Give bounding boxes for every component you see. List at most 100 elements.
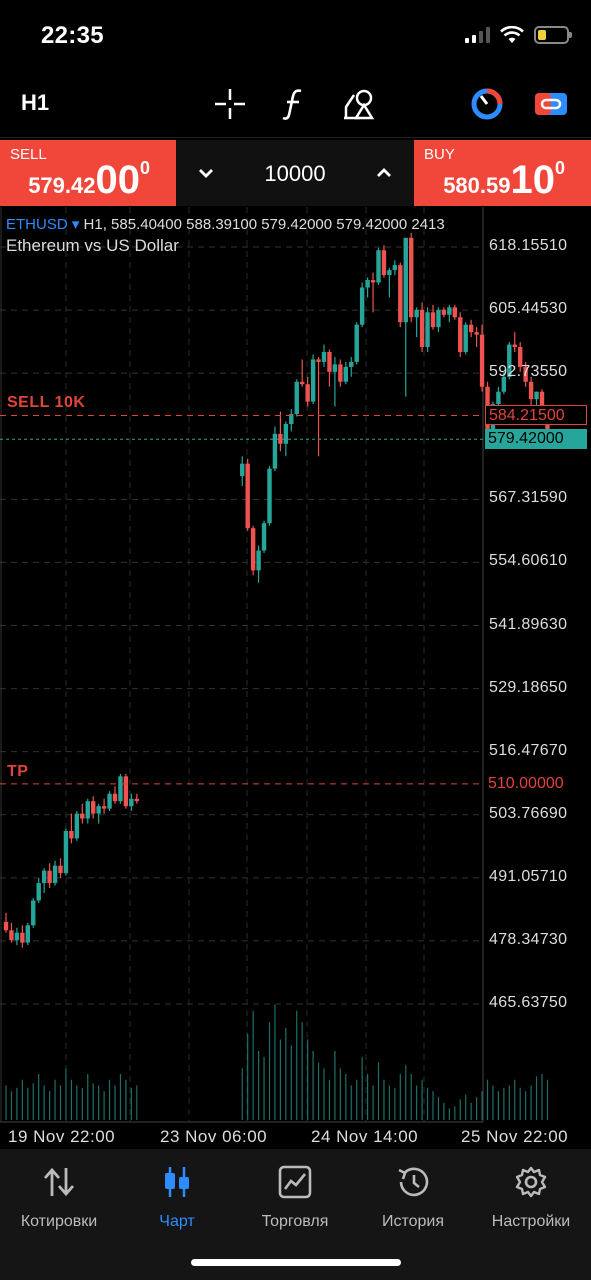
candle-body — [479, 334, 485, 387]
trade-chart-icon — [278, 1165, 312, 1199]
candle-body — [534, 391, 539, 400]
candle-body — [321, 352, 327, 362]
bottom-navigation: Котировки Чарт Торговля История Настройк… — [0, 1149, 591, 1280]
candle-body — [441, 309, 447, 315]
candle-body — [392, 265, 398, 271]
buy-price-main: 580.59 — [443, 173, 511, 198]
candle-body — [96, 806, 101, 814]
candle-body — [474, 332, 479, 335]
y-axis-tick-label: 491.05710 — [489, 867, 568, 885]
candle-body — [107, 793, 112, 809]
price-level-label[interactable]: TP — [7, 762, 29, 780]
sell-price-pips: 00 — [95, 158, 140, 202]
chart-toolbar: H1 — [0, 72, 591, 138]
candle-body — [523, 366, 528, 382]
x-axis-tick-label: 25 Nov 22:00 — [461, 1127, 569, 1146]
candle-body — [430, 312, 436, 328]
candle-body — [463, 324, 468, 353]
nav-quotes[interactable]: Котировки — [0, 1161, 118, 1231]
y-axis-tick-label: 618.15510 — [489, 237, 568, 254]
candle-body — [539, 391, 545, 415]
candle-body — [419, 309, 425, 348]
candle-body — [332, 364, 338, 372]
ohlc-readout: H1, 585.40400 588.39100 579.42000 579.42… — [83, 216, 445, 233]
candle-body — [14, 932, 20, 941]
candle-body — [512, 344, 517, 348]
candle-body — [85, 801, 90, 819]
candle-body — [436, 309, 441, 328]
candle-body — [123, 776, 129, 807]
sell-button[interactable]: SELL 579.42 00 0 — [0, 140, 176, 206]
volume-increase-button[interactable] — [372, 158, 396, 188]
candle-body — [447, 307, 452, 315]
candle-body — [74, 813, 80, 839]
function-icon[interactable] — [276, 86, 312, 122]
timeframe-selector[interactable]: H1 — [21, 90, 50, 115]
nav-trade[interactable]: Торговля — [236, 1161, 354, 1231]
candle-body — [425, 312, 430, 348]
chart-candles-icon — [165, 1167, 189, 1197]
candle-body — [403, 237, 408, 323]
candle-body — [41, 870, 47, 884]
cellular-signal-icon — [465, 27, 490, 43]
volume-decrease-button[interactable] — [194, 158, 218, 188]
candle-body — [359, 287, 365, 325]
buy-button[interactable]: BUY 580.59 10 0 — [414, 140, 591, 206]
candle-body — [20, 932, 25, 943]
candle-body — [101, 806, 107, 809]
volume-control: 10000 — [176, 140, 414, 206]
y-axis-tick-label: 592.73550 — [489, 363, 568, 381]
symbol-name[interactable]: ETHUSD — [6, 216, 68, 233]
y-axis-tick-label: 516.47670 — [489, 741, 568, 759]
candle-body — [289, 414, 294, 424]
y-axis-tick-label: 529.18650 — [489, 678, 568, 696]
candle-body — [458, 317, 463, 353]
status-icons — [465, 26, 572, 44]
y-axis-tick-label: 605.44530 — [489, 300, 568, 318]
nav-settings[interactable]: Настройки — [472, 1161, 590, 1231]
candle-body — [47, 870, 52, 884]
candle-body — [112, 793, 118, 802]
candle-body — [518, 347, 523, 367]
status-bar: 22:35 — [0, 0, 591, 72]
candle-body — [245, 463, 250, 529]
candle-body — [316, 359, 321, 362]
candle-body — [134, 798, 139, 802]
y-axis-tick-label: 554.60610 — [489, 552, 568, 570]
buy-price-pips: 10 — [510, 158, 555, 202]
candle-body — [387, 270, 392, 276]
candle-body — [58, 865, 63, 874]
candle-body — [305, 384, 310, 402]
candle-body — [365, 280, 370, 288]
chart-canvas[interactable] — [0, 207, 591, 1147]
one-click-trade-panel: SELL 579.42 00 0 10000 BUY 580.59 10 0 — [0, 140, 591, 206]
x-axis-tick-label: 23 Nov 06:00 — [160, 1127, 268, 1146]
candle-body — [414, 309, 419, 318]
nav-chart-label: Чарт — [159, 1213, 195, 1230]
nav-chart[interactable]: Чарт — [118, 1161, 236, 1231]
price-chart[interactable]: ETHUSD ▾ H1, 585.40400 588.39100 579.420… — [0, 207, 591, 1147]
trade-toggle-icon[interactable] — [533, 86, 569, 122]
candle-body — [507, 344, 512, 377]
price-level-tag: 584.21500 — [485, 405, 587, 426]
candle-body — [338, 364, 343, 382]
price-level-label[interactable]: SELL 10K — [7, 394, 86, 412]
nav-history[interactable]: История — [354, 1161, 472, 1231]
candle-body — [261, 523, 267, 551]
candle-body — [52, 865, 58, 884]
crosshair-icon[interactable] — [212, 86, 248, 122]
candle-body — [452, 307, 457, 318]
one-click-trading-icon[interactable] — [469, 86, 505, 122]
candle-body — [31, 900, 36, 926]
buy-price-fraction: 0 — [554, 158, 565, 178]
x-axis-tick-label: 24 Nov 14:00 — [311, 1127, 419, 1146]
nav-quotes-label: Котировки — [20, 1213, 98, 1230]
y-axis-tick-label: 465.63750 — [489, 994, 568, 1011]
sell-label: SELL — [10, 146, 47, 163]
objects-icon[interactable] — [342, 86, 378, 122]
volume-input[interactable]: 10000 — [264, 161, 326, 186]
candle-body — [501, 376, 507, 392]
symbol-dropdown-icon[interactable]: ▾ — [71, 216, 80, 233]
battery-icon — [534, 26, 572, 44]
candle-body — [272, 433, 278, 469]
